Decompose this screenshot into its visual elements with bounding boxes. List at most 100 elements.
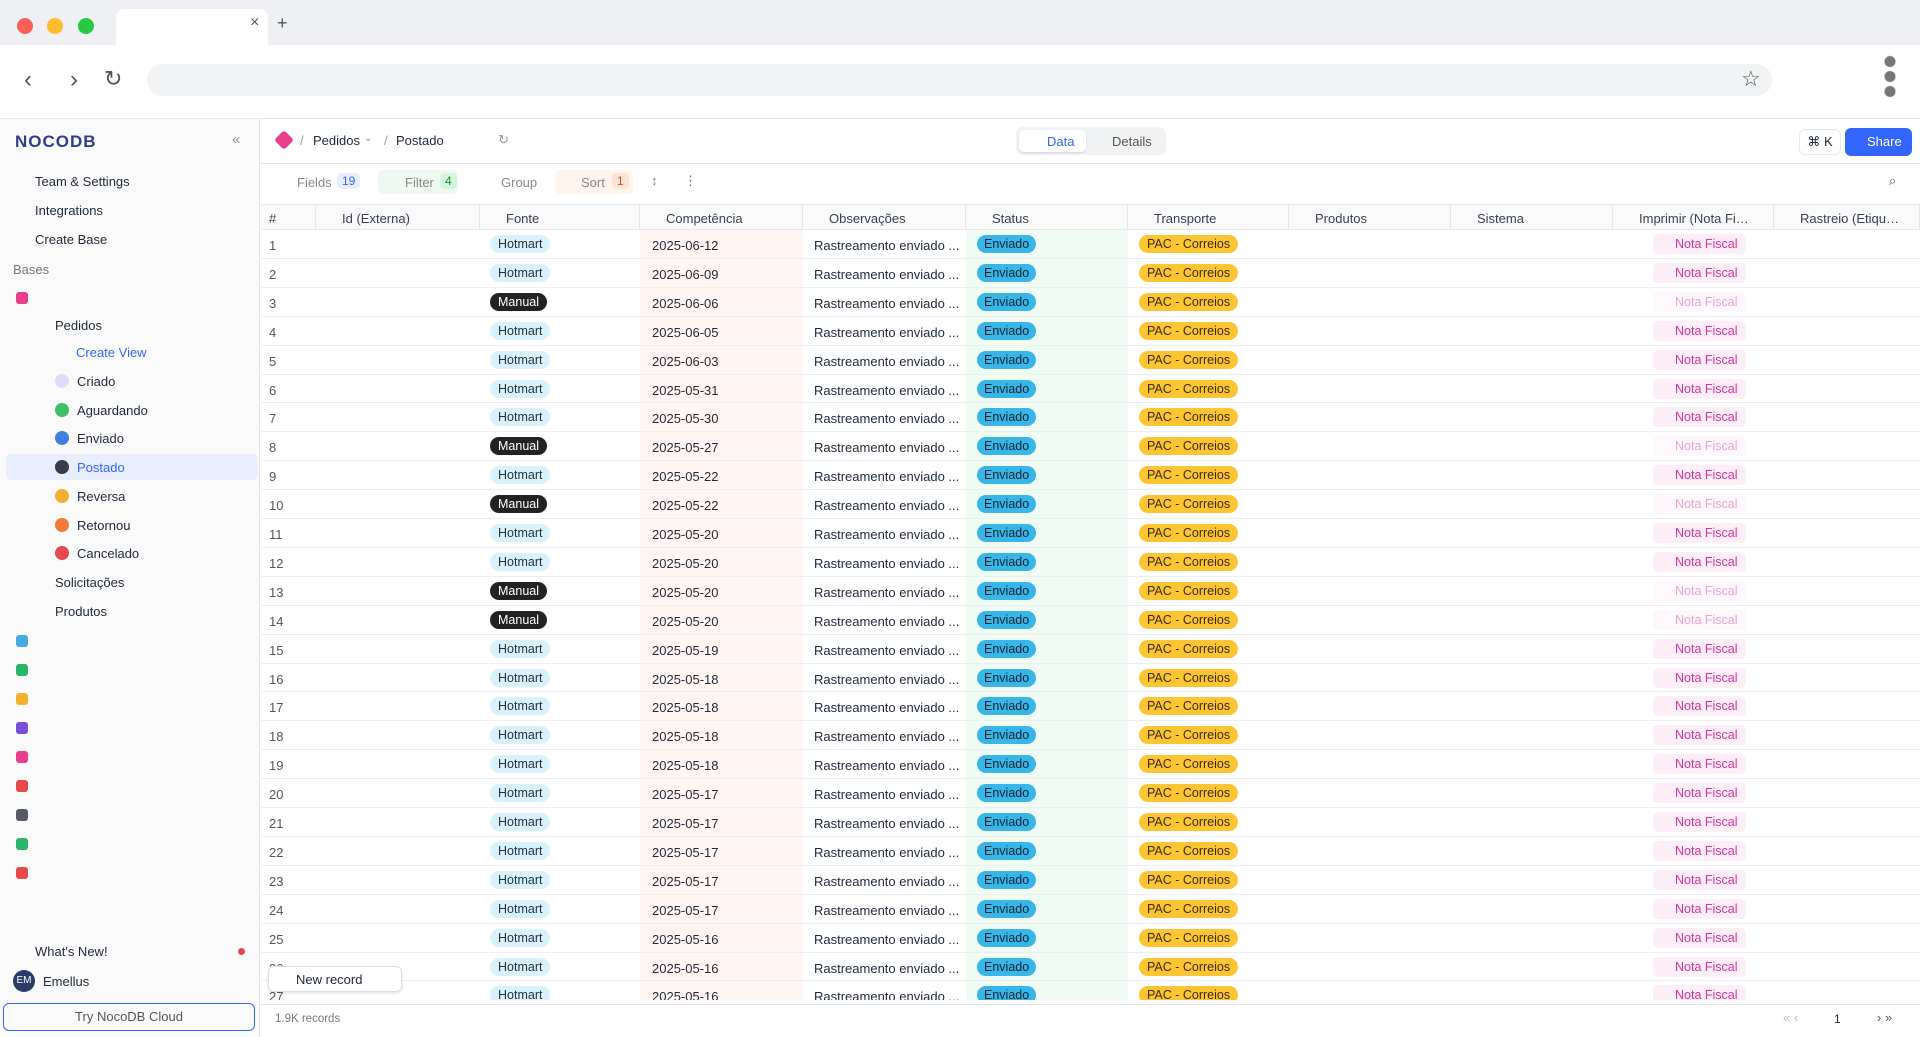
- reload-icon[interactable]: ↻: [104, 66, 123, 91]
- group-button[interactable]: Group: [501, 175, 538, 190]
- column-title: #: [269, 211, 277, 226]
- column-header: [316, 205, 480, 230]
- breadcrumb-view[interactable]: Postado: [396, 133, 444, 148]
- table-item[interactable]: Solicitações: [55, 575, 125, 590]
- pager-prev[interactable]: « ‹: [1783, 1010, 1799, 1025]
- back-icon[interactable]: ‹: [24, 66, 32, 93]
- user-name[interactable]: Emellus: [43, 974, 90, 989]
- row-line: [261, 460, 1920, 462]
- invoice-button[interactable]: Nota Fiscal: [1653, 494, 1746, 515]
- tab-data[interactable]: Data: [1047, 134, 1075, 149]
- invoice-button[interactable]: Nota Fiscal: [1653, 927, 1746, 948]
- table-item[interactable]: Pedidos: [55, 318, 102, 333]
- invoice-button[interactable]: Nota Fiscal: [1653, 465, 1746, 486]
- filter-button[interactable]: Filter: [405, 175, 434, 190]
- invoice-button[interactable]: Nota Fiscal: [1653, 291, 1746, 312]
- date-cell: 2025-05-19: [652, 642, 719, 658]
- row-number: 9: [269, 469, 277, 485]
- invoice-button[interactable]: Nota Fiscal: [1653, 262, 1746, 283]
- sidebar-item[interactable]: Integrations: [35, 203, 103, 218]
- new-record-button[interactable]: New record: [268, 966, 402, 992]
- min-dot[interactable]: [47, 18, 63, 34]
- invoice-button[interactable]: Nota Fiscal: [1653, 378, 1746, 399]
- new-tab-icon[interactable]: +: [277, 13, 288, 33]
- close-dot[interactable]: [17, 18, 33, 34]
- avatar: EM: [13, 970, 35, 992]
- search-icon[interactable]: ⌕: [1889, 173, 1897, 188]
- sort-count: 1: [612, 173, 629, 189]
- source-tag: Hotmart: [490, 957, 551, 976]
- date-cell: 2025-06-06: [652, 295, 719, 311]
- pager-next[interactable]: › »: [1877, 1010, 1893, 1025]
- date-cell: 2025-05-20: [652, 527, 719, 542]
- address-bar[interactable]: [147, 64, 1772, 96]
- invoice-button[interactable]: Nota Fiscal: [1653, 407, 1746, 428]
- source-tag: Hotmart: [490, 726, 551, 745]
- row-number: 15: [269, 642, 284, 658]
- invoice-button[interactable]: Nota Fiscal: [1653, 234, 1746, 254]
- cloud-button[interactable]: Try NocoDB Cloud: [3, 1003, 255, 1031]
- breadcrumb-table[interactable]: Pedidos: [313, 133, 360, 148]
- page-number[interactable]: 1: [1834, 1012, 1841, 1026]
- invoice-button[interactable]: Nota Fiscal: [1653, 609, 1746, 630]
- status-tag: Enviado: [977, 350, 1037, 369]
- row-height-icon[interactable]: ↕: [651, 173, 658, 188]
- share-button[interactable]: Share: [1845, 128, 1912, 156]
- sidebar-item[interactable]: Create Base: [35, 232, 108, 247]
- row-line: [261, 778, 1920, 780]
- fields-button[interactable]: Fields: [297, 175, 332, 190]
- invoice-button[interactable]: Nota Fiscal: [1653, 436, 1746, 457]
- invoice-button[interactable]: Nota Fiscal: [1653, 869, 1746, 890]
- invoice-button[interactable]: Nota Fiscal: [1653, 667, 1746, 688]
- invoice-button[interactable]: Nota Fiscal: [1653, 580, 1746, 601]
- view-item[interactable]: Criado: [77, 374, 116, 389]
- row-line: [261, 980, 1920, 982]
- view-item[interactable]: Retornou: [77, 517, 131, 533]
- tab-close-icon[interactable]: ×: [250, 14, 260, 31]
- invoice-button[interactable]: Nota Fiscal: [1653, 320, 1746, 341]
- date-cell: 2025-06-05: [652, 324, 719, 340]
- create-view[interactable]: Create View: [76, 345, 147, 360]
- invoice-button[interactable]: Nota Fiscal: [1653, 840, 1746, 861]
- column-header: [966, 205, 1128, 230]
- tab-details[interactable]: Details: [1112, 134, 1152, 149]
- max-dot[interactable]: [78, 18, 94, 34]
- invoice-button[interactable]: Nota Fiscal: [1653, 956, 1746, 977]
- invoice-button[interactable]: Nota Fiscal: [1653, 638, 1746, 659]
- collapse-icon[interactable]: «: [232, 131, 241, 148]
- tab[interactable]: [116, 9, 268, 45]
- date-cell: 2025-05-16: [652, 960, 719, 976]
- date-cell: 2025-05-31: [652, 382, 719, 398]
- view-dot: [55, 517, 69, 532]
- invoice-button[interactable]: Nota Fiscal: [1653, 551, 1746, 572]
- refresh-icon[interactable]: ↻: [498, 132, 509, 147]
- menu-icon[interactable]: [1884, 54, 1896, 98]
- invoice-button[interactable]: Nota Fiscal: [1653, 523, 1746, 543]
- sidebar-item[interactable]: Team & Settings: [35, 174, 130, 189]
- invoice-button[interactable]: Nota Fiscal: [1653, 783, 1746, 804]
- transport-tag: PAC - Correios: [1139, 928, 1239, 947]
- view-item[interactable]: Aguardando: [77, 402, 148, 418]
- bookmark-icon[interactable]: ☆: [1741, 66, 1761, 91]
- row-number: 1: [269, 238, 277, 253]
- invoice-button[interactable]: Nota Fiscal: [1653, 985, 1746, 1000]
- source-tag: Hotmart: [490, 350, 551, 369]
- invoice-button[interactable]: Nota Fiscal: [1653, 696, 1746, 717]
- shortcut[interactable]: ⌘ K: [1799, 129, 1841, 155]
- view-item[interactable]: Postado: [77, 460, 125, 476]
- forward-icon[interactable]: ›: [70, 66, 78, 93]
- sort-button[interactable]: Sort: [581, 175, 605, 190]
- whats-new[interactable]: What's New!: [35, 944, 108, 959]
- more-icon[interactable]: ⋮: [684, 173, 697, 188]
- view-item[interactable]: Enviado: [77, 431, 124, 447]
- view-item[interactable]: Cancelado: [77, 546, 140, 562]
- invoice-button[interactable]: Nota Fiscal: [1653, 812, 1746, 832]
- view-item[interactable]: Reversa: [77, 488, 126, 504]
- invoice-button[interactable]: Nota Fiscal: [1653, 725, 1746, 746]
- invoice-button[interactable]: Nota Fiscal: [1653, 349, 1746, 370]
- invoice-button[interactable]: Nota Fiscal: [1653, 898, 1746, 919]
- invoice-button[interactable]: Nota Fiscal: [1653, 754, 1746, 775]
- status-tag: Enviado: [977, 292, 1037, 311]
- table-item[interactable]: Produtos: [55, 604, 108, 619]
- status-tag: Enviado: [977, 235, 1037, 253]
